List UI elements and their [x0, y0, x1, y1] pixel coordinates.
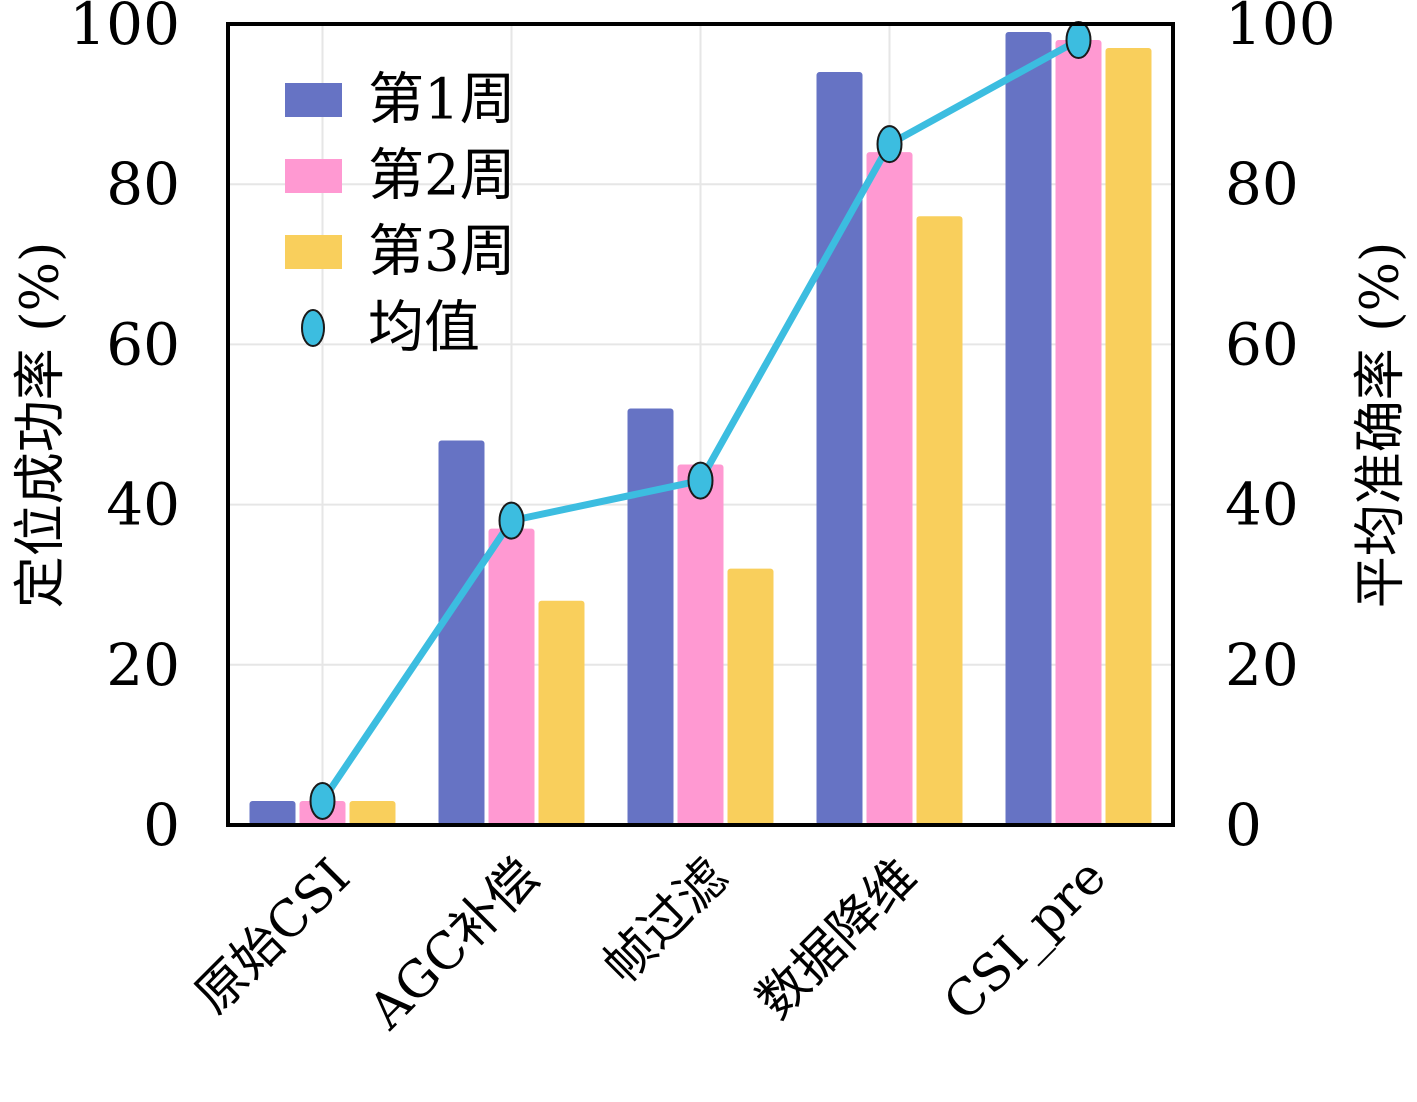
mean-point — [687, 461, 714, 500]
right-y-axis: 0 20 40 60 80 100 — [1225, 0, 1336, 859]
left-y-axis: 0 20 40 60 80 100 — [69, 0, 180, 859]
bar — [438, 440, 485, 825]
bar — [627, 408, 674, 825]
bar — [249, 800, 296, 825]
bar — [677, 464, 724, 825]
y-tick-label-right: 20 — [1225, 631, 1299, 699]
x-tick-label: 原始CSI — [184, 847, 361, 1024]
legend-swatch — [285, 83, 342, 117]
y-tick-label-right: 0 — [1225, 791, 1262, 859]
legend-label: 第2周 — [368, 144, 516, 209]
bar — [916, 216, 963, 826]
y-axis-title-right: 平均准确率 (%) — [1351, 242, 1411, 609]
bar — [816, 72, 863, 825]
y-tick-label-left: 60 — [106, 310, 180, 378]
plot-frame — [226, 22, 1175, 827]
legend-label: 第1周 — [368, 68, 516, 133]
mean-point — [309, 781, 336, 820]
legend-swatch — [285, 235, 342, 269]
y-tick-label-left: 20 — [106, 631, 180, 699]
mean-line-series — [309, 21, 1092, 820]
x-tick-label: CSI_pre — [933, 847, 1117, 1031]
bar — [1105, 48, 1152, 825]
bar — [1055, 40, 1102, 825]
y-tick-label-right: 80 — [1225, 150, 1299, 218]
x-tick-label: 数据降维 — [746, 847, 928, 1029]
bar — [866, 152, 913, 825]
mean-point — [498, 501, 525, 540]
legend-label: 第3周 — [368, 220, 516, 285]
y-tick-label-right: 60 — [1225, 310, 1299, 378]
legend-label: 均值 — [368, 296, 480, 361]
y-tick-label-left: 100 — [69, 0, 180, 58]
mean-point — [876, 125, 903, 164]
x-tick-label: 帧过滤 — [592, 847, 739, 994]
y-tick-label-right: 40 — [1225, 471, 1299, 539]
legend-swatch — [285, 159, 342, 193]
y-tick-label-left: 80 — [106, 150, 180, 218]
y-tick-label-right: 100 — [1225, 0, 1336, 58]
legend-marker — [301, 309, 325, 347]
y-tick-label-left: 40 — [106, 471, 180, 539]
bar — [727, 568, 774, 825]
bar — [538, 600, 585, 825]
y-axis-title-left: 定位成功率 (%) — [11, 242, 71, 609]
y-tick-label-left: 0 — [143, 791, 180, 859]
bar — [1005, 32, 1052, 825]
bar — [488, 528, 535, 825]
x-tick-label: AGC补偿 — [357, 847, 550, 1040]
mean-point — [1065, 21, 1092, 60]
bar — [349, 800, 396, 825]
